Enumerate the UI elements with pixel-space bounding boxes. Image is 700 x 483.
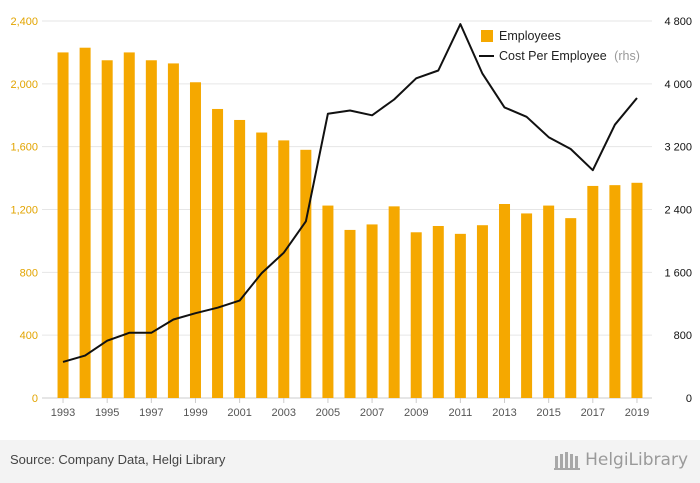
x-tick-label: 1997 <box>139 407 163 419</box>
combo-chart: 0 400 800 1,200 1,600 2,000 2,400 0 800 1 600 2 4… <box>10 16 692 419</box>
cost-per-employee-line <box>62 23 638 363</box>
legend: Employees Cost Per Employee (rhs) <box>479 29 640 63</box>
bar-employees-2012 <box>476 225 488 398</box>
bar-employees-2014 <box>521 213 533 398</box>
x-tick-label: 2013 <box>492 407 516 419</box>
helgi-library-logo[interactable]: HelgiLibrary <box>554 450 688 470</box>
right-tick-label: 2 400 <box>664 205 692 217</box>
x-tick-label: 1995 <box>95 407 119 419</box>
left-tick-label: 1,600 <box>10 142 38 154</box>
bar-employees-2006 <box>344 229 356 398</box>
cost-per-employee-line-group <box>62 23 638 363</box>
x-tick-label: 2015 <box>536 407 560 419</box>
bar-employees-2002 <box>256 132 268 398</box>
bar-employees-1994 <box>79 47 91 399</box>
bar-employees-2013 <box>499 204 511 398</box>
x-tick-label: 2003 <box>272 407 296 419</box>
legend-label-cost-per-employee: Cost Per Employee (rhs) <box>499 49 640 63</box>
bar-employees-1998 <box>167 63 179 398</box>
legend-swatch-employees <box>481 30 493 42</box>
footer: Source: Company Data, Helgi Library Helg… <box>0 440 700 483</box>
bar-employees-2017 <box>587 185 599 398</box>
left-tick-label: 800 <box>20 267 38 279</box>
bar-employees-1999 <box>189 82 201 398</box>
bar-employees-2003 <box>278 140 290 398</box>
bar-employees-2016 <box>565 218 577 398</box>
legend-label-cost-suffix: (rhs) <box>614 49 640 63</box>
x-tick-label: 1993 <box>51 407 75 419</box>
right-tick-label: 4 800 <box>664 16 692 28</box>
legend-label-employees: Employees <box>499 29 561 43</box>
bar-employees-2018 <box>609 185 621 398</box>
x-tick-label: 2009 <box>404 407 428 419</box>
bar-employees-2015 <box>543 205 555 398</box>
bar-employees-2008 <box>388 206 400 398</box>
legend-label-cost-name: Cost Per Employee <box>499 49 607 63</box>
left-axis: 0 400 800 1,200 1,600 2,000 2,400 <box>10 16 38 405</box>
x-tick-label: 2001 <box>227 407 251 419</box>
bar-employees-2004 <box>300 149 312 398</box>
bar-employees-2000 <box>212 108 224 398</box>
library-building-icon <box>554 452 581 470</box>
x-axis: 1993 1995 1997 1999 2001 2003 2005 2007 2009 2011… <box>51 398 649 419</box>
bar-employees-2009 <box>410 232 422 398</box>
bar-employees-1997 <box>145 60 157 398</box>
x-tick-label: 2005 <box>316 407 340 419</box>
bar-employees-1993 <box>57 52 69 399</box>
bar-employees-1995 <box>101 60 113 398</box>
right-tick-label: 3 200 <box>664 142 692 154</box>
left-tick-label: 1,200 <box>10 205 38 217</box>
left-tick-label: 0 <box>32 393 38 405</box>
right-tick-label: 0 <box>686 393 692 405</box>
bar-employees-2005 <box>322 205 334 398</box>
x-tick-label: 2011 <box>449 407 473 419</box>
x-tick-label: 2017 <box>581 407 605 419</box>
x-tick-label: 1999 <box>183 407 207 419</box>
right-axis: 0 800 1 600 2 400 3 200 4 000 4 800 <box>664 16 692 405</box>
bar-employees-2010 <box>432 225 444 398</box>
left-tick-label: 2,400 <box>10 16 38 28</box>
logo-text: HelgiLibrary <box>585 450 688 470</box>
bar-employees-2001 <box>234 119 246 399</box>
employees-bars <box>57 47 643 399</box>
left-tick-label: 400 <box>20 330 38 342</box>
x-tick-label: 2007 <box>360 407 384 419</box>
bar-employees-1996 <box>123 52 135 399</box>
bar-employees-2011 <box>454 233 466 398</box>
bar-employees-2007 <box>366 224 378 398</box>
right-tick-label: 1 600 <box>664 267 692 279</box>
bar-employees-2019 <box>631 182 643 398</box>
right-tick-label: 4 000 <box>664 79 692 91</box>
left-tick-label: 2,000 <box>10 79 38 91</box>
source-text: Source: Company Data, Helgi Library <box>10 452 226 467</box>
x-tick-label: 2019 <box>625 407 649 419</box>
right-tick-label: 800 <box>674 330 692 342</box>
